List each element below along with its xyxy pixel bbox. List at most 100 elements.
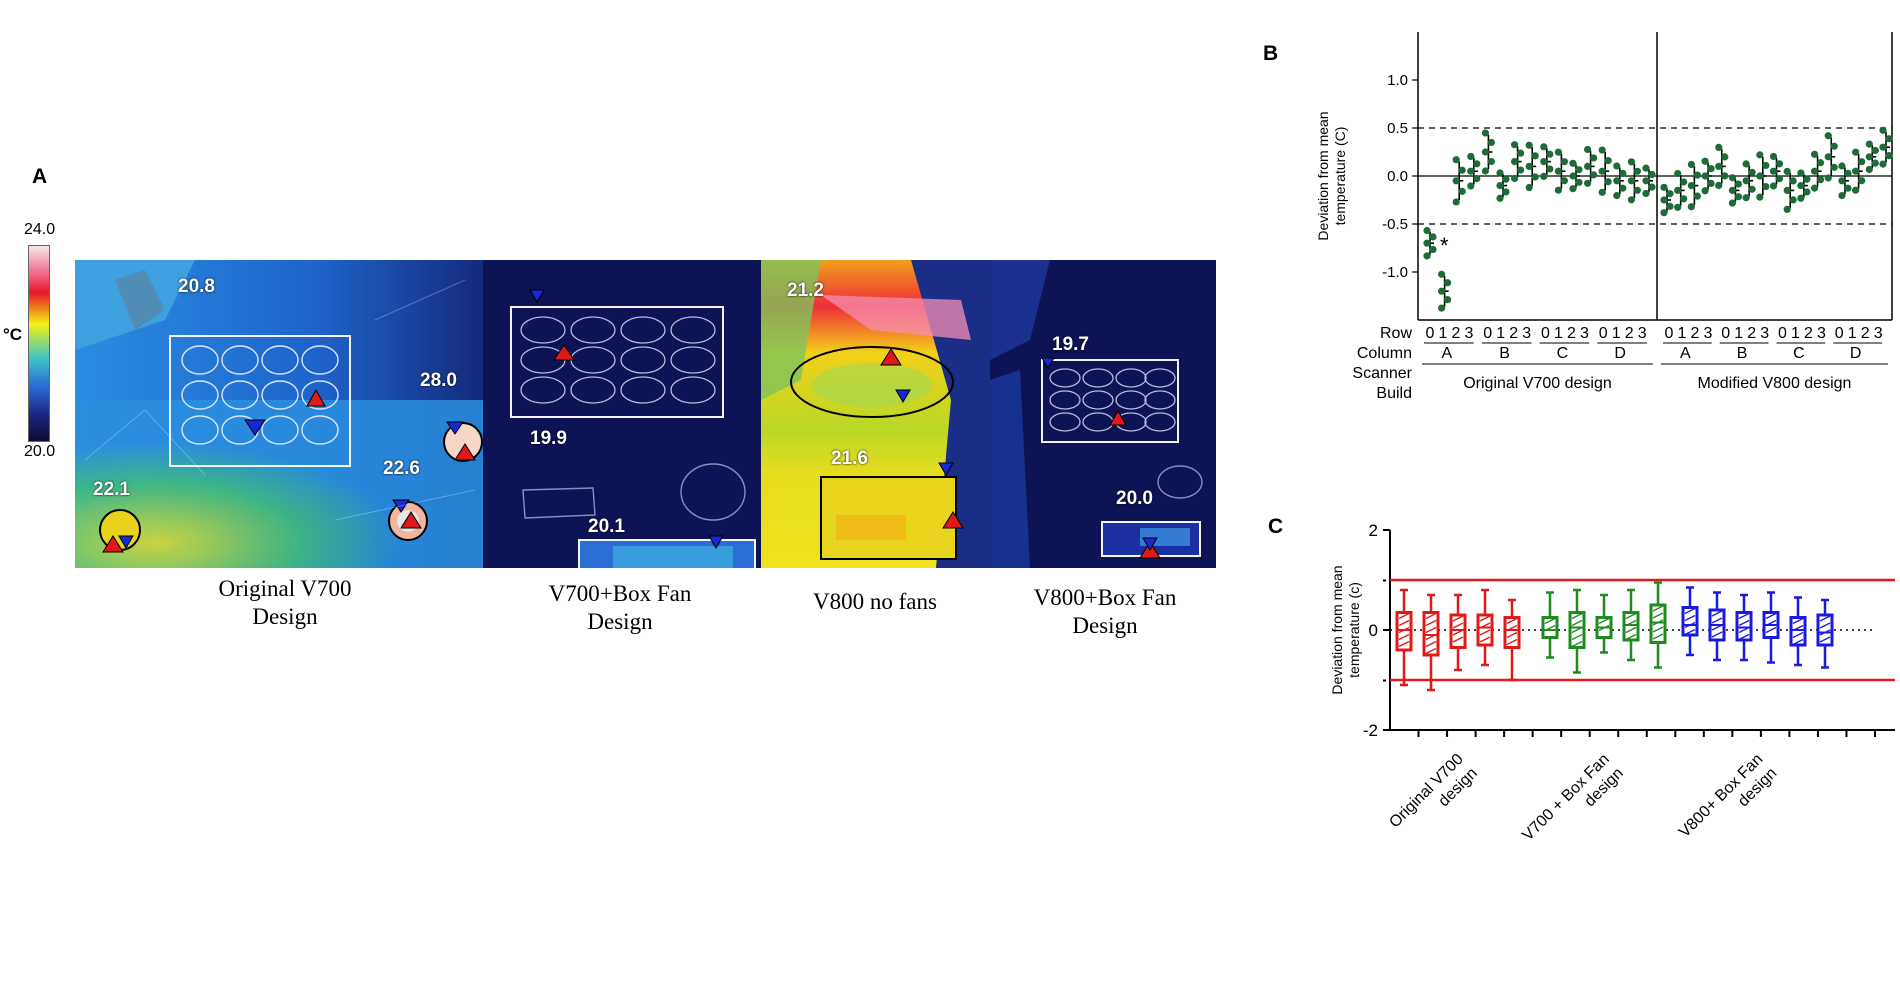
caption-line: Design <box>1072 613 1138 638</box>
data-point <box>1775 174 1784 183</box>
hatch-line <box>1398 612 1410 620</box>
row-tick-label: 2 <box>1861 325 1870 342</box>
hatch-line <box>1571 612 1583 620</box>
data-point <box>1517 149 1525 157</box>
hatch-line <box>1792 631 1804 639</box>
column-tick-label: A <box>1442 345 1453 362</box>
data-point <box>1525 141 1533 149</box>
row-tick-label: 1 <box>1496 325 1505 342</box>
data-point <box>1511 141 1519 149</box>
data-point <box>1598 146 1606 154</box>
row-tick-label: 3 <box>1638 325 1647 342</box>
data-point <box>1715 143 1723 151</box>
hatch-line <box>1479 615 1491 622</box>
data-point <box>1701 187 1709 195</box>
row-tick-label: 2 <box>1567 325 1576 342</box>
row-tick-label: 0 <box>1426 325 1435 342</box>
hatch-line <box>1544 617 1556 625</box>
colorbar-unit-label: °C <box>3 325 23 344</box>
row-tick-label: 1 <box>1678 325 1687 342</box>
data-point <box>1531 152 1539 160</box>
data-point <box>1769 167 1778 175</box>
data-point <box>1517 166 1525 174</box>
row-tick-label: 0 <box>1483 325 1492 342</box>
hatch-line <box>1506 638 1518 646</box>
data-point <box>1511 158 1519 166</box>
data-point <box>1660 209 1668 217</box>
data-point <box>1674 186 1682 194</box>
caption-line: Original V700 <box>218 576 352 601</box>
data-point <box>1496 169 1504 177</box>
reading-label: 28.0 <box>420 370 457 391</box>
thermal-image-original-v700: 20.8 28.0 22.6 22.1 <box>75 260 483 568</box>
data-point <box>1633 167 1641 175</box>
data-point <box>1824 132 1832 140</box>
row-tick-label: 0 <box>1721 325 1730 342</box>
data-point <box>1487 157 1495 166</box>
data-point <box>1575 178 1583 186</box>
row-tick-label: 3 <box>1874 325 1883 342</box>
hatch-line <box>1398 633 1410 641</box>
box <box>1789 616 1807 647</box>
data-point <box>1852 186 1860 194</box>
column-tick-label: D <box>1850 345 1862 362</box>
data-point <box>1687 160 1695 169</box>
data-point <box>1701 157 1709 165</box>
data-point <box>1844 169 1852 178</box>
data-point <box>1769 152 1778 161</box>
data-point <box>1775 160 1784 168</box>
data-point <box>1865 140 1873 148</box>
column-tick-label: A <box>1680 345 1691 362</box>
hatch-line <box>1711 631 1723 638</box>
box <box>1735 611 1753 642</box>
data-point <box>1604 178 1612 186</box>
row-tick-label: 3 <box>1522 325 1531 342</box>
data-point <box>1590 171 1598 179</box>
data-point <box>1619 184 1627 192</box>
data-point <box>1734 180 1743 188</box>
colorbar-max-label: 24.0 <box>24 221 56 238</box>
data-point <box>1674 203 1682 211</box>
data-point <box>1762 161 1770 170</box>
data-point <box>1838 162 1846 170</box>
data-point <box>1838 191 1846 200</box>
data-point <box>1496 194 1504 202</box>
data-point <box>1858 158 1866 166</box>
y-tick-label: 1.0 <box>1387 72 1408 89</box>
row-tick-label: 1 <box>1791 325 1800 342</box>
data-point <box>1496 182 1504 190</box>
data-point <box>1554 167 1562 175</box>
data-point <box>1481 129 1489 137</box>
hatch-line <box>1398 619 1410 627</box>
data-point <box>1584 145 1592 154</box>
data-point <box>1824 174 1832 182</box>
data-point <box>1540 158 1548 166</box>
data-point <box>1569 185 1577 193</box>
data-point <box>1467 152 1475 161</box>
row-tick-label: 3 <box>1704 325 1713 342</box>
data-point <box>1783 205 1791 214</box>
data-point <box>1660 196 1668 204</box>
panel-c-label: C <box>1268 515 1284 538</box>
row-tick-label: 3 <box>1465 325 1474 342</box>
row-tick-label: 2 <box>1625 325 1634 342</box>
reading-label: 22.6 <box>383 458 420 479</box>
data-point <box>1871 146 1879 155</box>
data-point <box>1569 159 1577 167</box>
data-point <box>1742 177 1750 185</box>
data-point <box>1783 186 1791 194</box>
data-point <box>1429 233 1437 241</box>
data-point <box>1756 151 1764 159</box>
caption-v800-box-fan: V800+Box Fan Design <box>1000 584 1210 640</box>
data-point <box>1789 196 1797 204</box>
data-point <box>1728 199 1737 207</box>
hatch-line <box>1684 607 1696 615</box>
data-point <box>1473 174 1481 183</box>
data-point <box>1627 158 1635 166</box>
caption-v700-box-fan: V700+Box Fan Design <box>515 580 725 636</box>
column-tick-label: B <box>1737 345 1748 362</box>
data-point <box>1569 172 1577 180</box>
hatch-line <box>1652 626 1664 633</box>
data-point <box>1756 193 1764 201</box>
data-point <box>1481 148 1489 156</box>
